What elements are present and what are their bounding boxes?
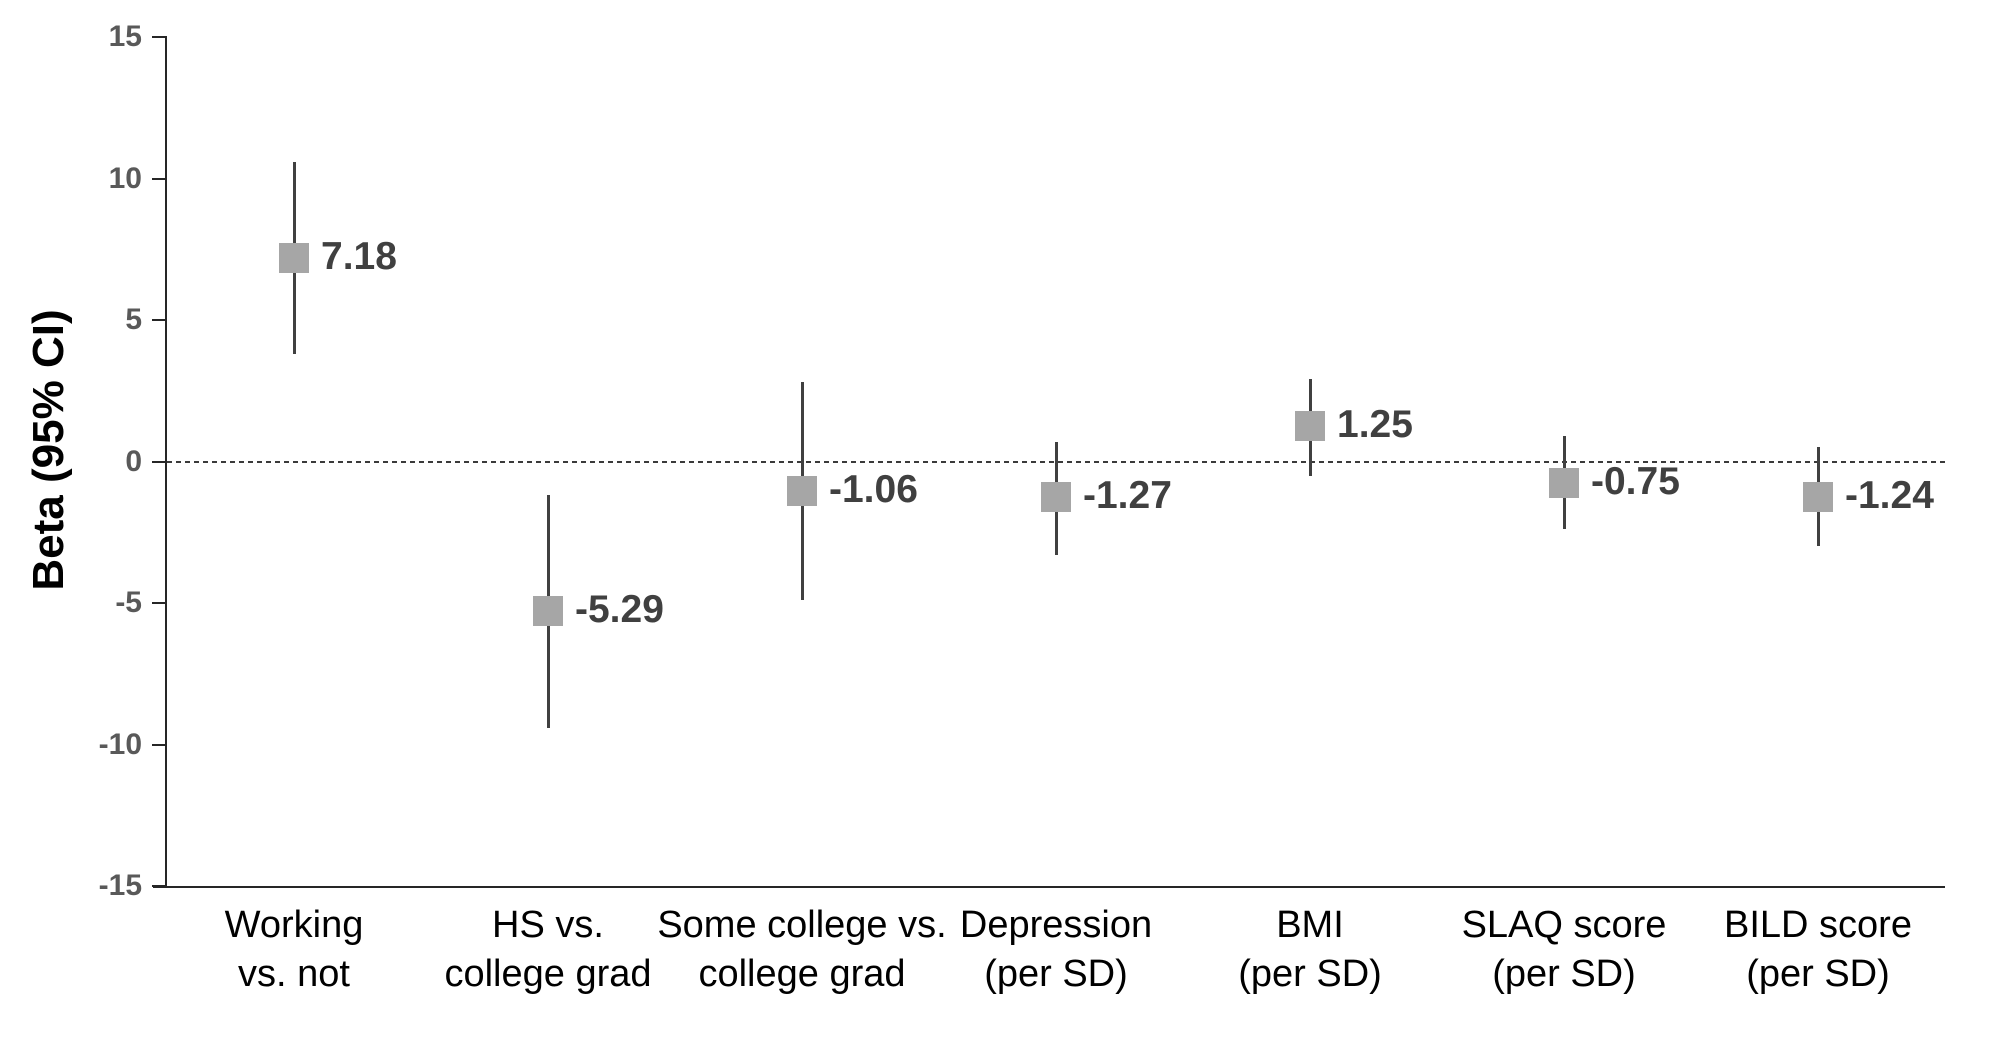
value-label: -1.27	[1083, 474, 1172, 518]
category-label: Depression (per SD)	[960, 901, 1152, 999]
y-tick-label: 15	[108, 20, 142, 53]
category-label-line: vs. not	[238, 953, 350, 995]
y-tick-mark	[152, 460, 165, 463]
category-label-line: college grad	[444, 953, 652, 995]
y-tick-label: 10	[108, 161, 142, 195]
y-tick-mark	[152, 743, 165, 746]
value-label: -1.24	[1845, 473, 1934, 517]
data-marker	[1295, 411, 1325, 442]
category-label-line: SLAQ score	[1461, 904, 1667, 946]
category-label: BILD score (per SD)	[1724, 901, 1912, 999]
data-marker	[1803, 481, 1833, 512]
y-tick-label: -5	[115, 586, 142, 619]
data-marker	[279, 243, 309, 274]
value-label: -5.29	[575, 588, 664, 632]
y-tick-label: -10	[98, 727, 142, 761]
category-label: HS vs. college grad	[444, 901, 651, 999]
y-tick-mark	[152, 602, 165, 604]
y-tick-mark	[152, 177, 165, 180]
data-marker	[787, 476, 817, 507]
y-tick-label: -15	[98, 869, 142, 902]
category-label-line: HS vs.	[492, 904, 604, 946]
x-axis-line	[153, 886, 1945, 888]
category-label: BMI (per SD)	[1238, 901, 1382, 999]
y-tick-mark	[152, 36, 165, 38]
category-label-line: (per SD)	[1746, 953, 1890, 995]
category-label-line: Working	[224, 904, 364, 946]
category-label-line: Some college vs.	[657, 904, 947, 946]
value-label: -0.75	[1591, 459, 1680, 503]
y-axis-line	[165, 36, 167, 888]
category-label-line: (per SD)	[984, 953, 1128, 995]
y-tick-label: 5	[125, 303, 142, 336]
category-label-line: (per SD)	[1238, 953, 1382, 995]
category-label-line: (per SD)	[1492, 953, 1636, 995]
value-label: 1.25	[1337, 403, 1413, 447]
category-label: Working vs. not	[225, 901, 364, 999]
category-label-line: BMI	[1276, 904, 1344, 946]
category-label-line: Depression	[959, 904, 1153, 946]
value-label: 7.18	[321, 235, 397, 279]
category-label-line: BILD score	[1724, 904, 1912, 946]
data-marker	[1549, 467, 1579, 498]
y-tick-mark	[152, 319, 165, 321]
y-tick-mark	[152, 885, 165, 887]
value-label: -1.06	[829, 468, 918, 512]
category-label: SLAQ score (per SD)	[1462, 901, 1667, 999]
data-marker	[533, 596, 563, 627]
category-label-line: college grad	[698, 953, 906, 995]
y-tick-label: 0	[125, 444, 142, 478]
data-marker	[1041, 482, 1071, 513]
category-label: Some college vs. college grad	[657, 901, 946, 999]
